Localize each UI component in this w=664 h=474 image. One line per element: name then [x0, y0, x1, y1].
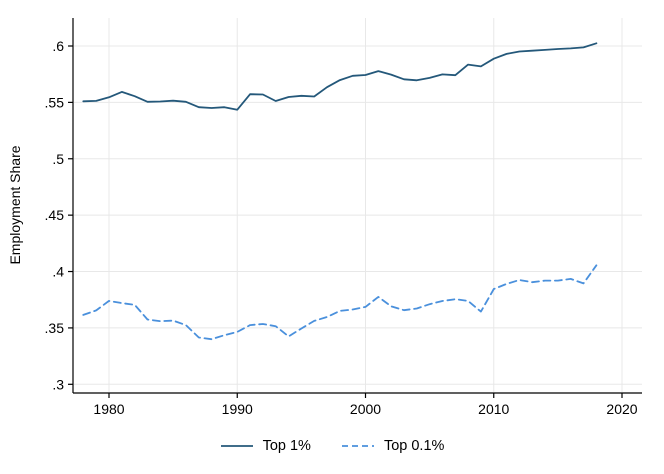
legend-item-top-0-1-: Top 0.1% — [341, 438, 444, 454]
y-axis-title: Employment Share — [7, 145, 23, 265]
x-tick-label: 1990 — [222, 401, 253, 417]
solid-line-key-icon — [220, 445, 253, 447]
y-tick-label: .5 — [52, 151, 64, 167]
x-tick-label: 2010 — [478, 401, 509, 417]
series-line-top-0-1- — [82, 264, 598, 341]
x-tick-label: 2000 — [350, 401, 381, 417]
y-tick-label: .55 — [45, 94, 65, 110]
x-tick-label: 1980 — [93, 401, 124, 417]
legend-label: Top 1% — [262, 438, 311, 454]
legend-label: Top 0.1% — [383, 438, 445, 454]
legend: Top 1% Top 0.1% — [0, 438, 664, 454]
dashed-line-key-icon — [341, 445, 374, 447]
y-tick-label: .35 — [45, 320, 65, 336]
y-tick-label: .45 — [45, 207, 65, 223]
legend-item-top-1-: Top 1% — [220, 438, 311, 454]
series-line-top-1- — [82, 42, 598, 111]
y-tick-label: .6 — [52, 38, 64, 54]
y-tick-label: .3 — [52, 376, 64, 392]
y-tick-label: .4 — [52, 264, 64, 280]
x-tick-label: 2020 — [606, 401, 637, 417]
